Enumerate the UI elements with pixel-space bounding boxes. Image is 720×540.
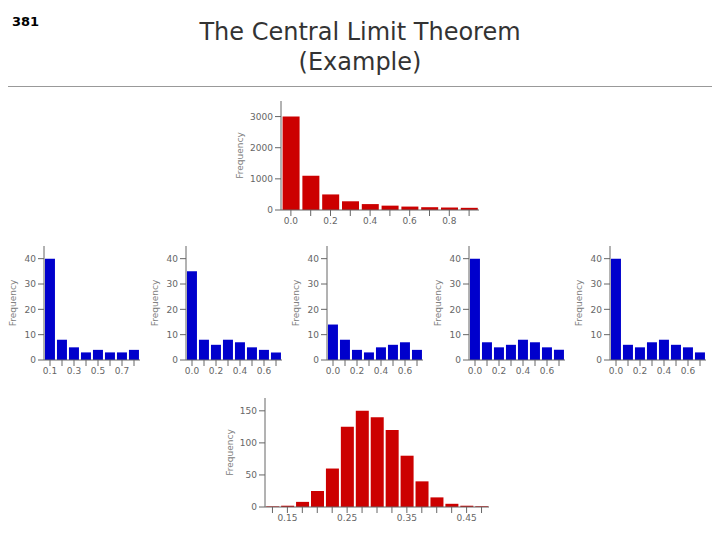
svg-text:0: 0 [313, 355, 319, 365]
svg-text:30: 30 [308, 279, 320, 289]
svg-text:0.0: 0.0 [467, 366, 482, 376]
svg-text:2000: 2000 [250, 143, 273, 153]
svg-text:0.15: 0.15 [277, 513, 297, 523]
svg-text:20: 20 [308, 305, 320, 315]
svg-text:Frequency: Frequency [291, 279, 301, 326]
svg-text:0.6: 0.6 [681, 366, 696, 376]
svg-text:0.4: 0.4 [374, 366, 389, 376]
svg-text:0.6: 0.6 [403, 216, 418, 226]
svg-text:0.4: 0.4 [363, 216, 378, 226]
svg-text:0.25: 0.25 [337, 513, 357, 523]
svg-text:Frequency: Frequency [150, 279, 160, 326]
svg-text:Frequency: Frequency [225, 429, 235, 476]
svg-text:100: 100 [240, 438, 257, 448]
svg-text:0.5: 0.5 [91, 366, 105, 376]
svg-text:150: 150 [240, 406, 257, 416]
svg-text:0.1: 0.1 [43, 366, 57, 376]
svg-text:10: 10 [308, 330, 320, 340]
svg-text:0: 0 [172, 355, 178, 365]
svg-text:30: 30 [25, 279, 37, 289]
svg-text:0.3: 0.3 [67, 366, 81, 376]
svg-text:0.2: 0.2 [491, 366, 505, 376]
svg-text:30: 30 [449, 279, 461, 289]
svg-text:30: 30 [591, 279, 603, 289]
svg-text:20: 20 [449, 305, 461, 315]
svg-text:Frequency: Frequency [574, 279, 584, 326]
svg-text:0: 0 [596, 355, 602, 365]
svg-text:0.4: 0.4 [515, 366, 530, 376]
svg-text:0.6: 0.6 [539, 366, 554, 376]
svg-text:0.4: 0.4 [657, 366, 672, 376]
svg-text:40: 40 [591, 254, 603, 264]
svg-text:40: 40 [308, 254, 320, 264]
svg-text:0.4: 0.4 [232, 366, 247, 376]
svg-text:Frequency: Frequency [433, 279, 443, 326]
html-text:(Example): (Example) [298, 48, 422, 76]
svg-text:0.2: 0.2 [323, 216, 337, 226]
html-text:381: 381 [12, 14, 40, 29]
svg-text:0.0: 0.0 [284, 216, 299, 226]
svg-text:Frequency: Frequency [8, 279, 18, 326]
svg-text:20: 20 [591, 305, 603, 315]
svg-text:0.0: 0.0 [184, 366, 199, 376]
svg-text:0: 0 [30, 355, 36, 365]
svg-text:0: 0 [455, 355, 461, 365]
svg-text:0.35: 0.35 [397, 513, 417, 523]
svg-text:0.8: 0.8 [442, 216, 457, 226]
svg-text:0.6: 0.6 [398, 366, 413, 376]
html-text:The Central Limit Theorem: The Central Limit Theorem [199, 18, 521, 46]
svg-text:40: 40 [166, 254, 178, 264]
svg-text:0.0: 0.0 [609, 366, 624, 376]
svg-text:20: 20 [25, 305, 37, 315]
svg-text:10: 10 [166, 330, 178, 340]
svg-text:3000: 3000 [250, 112, 273, 122]
svg-text:50: 50 [246, 470, 258, 480]
svg-text:0.2: 0.2 [633, 366, 647, 376]
svg-text:30: 30 [166, 279, 178, 289]
svg-text:40: 40 [449, 254, 461, 264]
svg-text:40: 40 [25, 254, 37, 264]
svg-text:10: 10 [591, 330, 603, 340]
svg-text:0.45: 0.45 [457, 513, 477, 523]
svg-text:0.0: 0.0 [326, 366, 341, 376]
svg-text:0.7: 0.7 [115, 366, 129, 376]
svg-text:0: 0 [251, 502, 257, 512]
svg-text:1000: 1000 [250, 174, 273, 184]
svg-text:0: 0 [267, 205, 273, 215]
svg-text:10: 10 [25, 330, 37, 340]
svg-text:10: 10 [449, 330, 461, 340]
svg-text:20: 20 [166, 305, 178, 315]
svg-text:0.2: 0.2 [208, 366, 222, 376]
svg-text:Frequency: Frequency [235, 132, 245, 179]
svg-text:0.2: 0.2 [350, 366, 364, 376]
svg-text:0.6: 0.6 [256, 366, 271, 376]
